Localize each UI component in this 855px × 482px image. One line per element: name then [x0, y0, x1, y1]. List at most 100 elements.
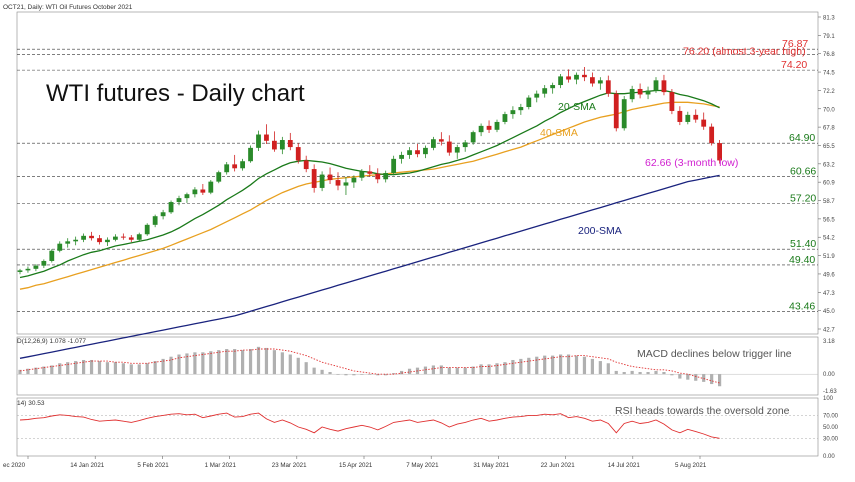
macd-histogram-bar [26, 368, 30, 375]
date-tick-label: ec 2020 [3, 462, 26, 469]
macd-histogram-bar [193, 352, 197, 375]
macd-histogram-bar [622, 372, 626, 375]
candle-body [621, 99, 627, 129]
macd-histogram-bar [606, 363, 610, 375]
level-label: 76.87 [782, 38, 808, 50]
candle-body [176, 198, 182, 203]
price-tick-label: 45.0 [823, 309, 835, 315]
candle-body [510, 110, 516, 115]
sma40-label: 40-SMA [540, 127, 578, 139]
rsi-header: 14) 30.53 [17, 400, 45, 407]
chart-title: WTI futures - Daily chart [46, 80, 305, 107]
candle-body [637, 88, 643, 95]
macd-histogram-bar [42, 366, 46, 375]
candle-body [200, 189, 206, 193]
candle-body [184, 194, 190, 199]
candle-body [17, 270, 23, 272]
date-tick-label: 5 Feb 2021 [137, 462, 169, 469]
level-label: 60.66 [790, 165, 816, 177]
price-tick-label: 54.2 [823, 236, 835, 242]
macd-histogram-bar [495, 363, 499, 375]
price-tick-label: 49.6 [823, 272, 835, 278]
candle-body [494, 121, 500, 130]
macd-histogram-bar [360, 374, 364, 375]
macd-histogram-bar [185, 353, 189, 375]
macd-histogram-bar [145, 363, 149, 375]
macd-histogram-bar [423, 366, 428, 375]
macd-histogram-bar [209, 351, 213, 375]
macd-histogram-bar [535, 356, 539, 375]
macd-histogram-bar [89, 359, 94, 375]
candle-body [478, 125, 484, 133]
macd-histogram-bar [50, 365, 54, 375]
candle-body [65, 241, 71, 244]
macd-histogram-bar [344, 374, 348, 376]
candle-body [192, 189, 198, 195]
date-tick-label: 14 Jul 2021 [608, 462, 641, 469]
candle-body [128, 237, 134, 240]
candle-body [423, 147, 428, 155]
macd-panel: 3.18 0.00 -1.63 [17, 339, 837, 395]
rsi-note: RSI heads towards the oversold zone [615, 405, 790, 417]
macd-histogram-bar [439, 365, 443, 375]
macd-histogram-bar [225, 349, 229, 375]
candle-body [542, 88, 548, 94]
macd-signal-line [19, 348, 720, 384]
candle-body [383, 173, 389, 180]
macd-histogram-bar [519, 358, 523, 375]
candle-body [120, 236, 126, 238]
candle-body [645, 90, 651, 95]
candle-body [605, 80, 611, 94]
macd-histogram-bar [137, 364, 141, 375]
date-tick-label: 23 Mar 2021 [272, 462, 307, 469]
macd-histogram-bar [574, 355, 579, 375]
candle-body [295, 147, 301, 161]
price-tick-label: 51.9 [823, 254, 835, 260]
macd-histogram-bar [34, 367, 38, 375]
candle-body [303, 160, 309, 170]
candle-body [486, 125, 492, 130]
sma200-line [19, 174, 720, 359]
rsi-tick-label: 50.00 [823, 425, 839, 431]
macd-histogram-bar [97, 361, 102, 375]
macd-histogram-bar [74, 361, 78, 375]
macd-histogram-bar [638, 372, 642, 375]
candle-body [629, 88, 635, 100]
macd-histogram-bar [590, 358, 594, 375]
macd-histogram-bar [328, 372, 332, 375]
date-tick-label: 31 May 2021 [473, 462, 509, 469]
candle-body [701, 119, 707, 127]
candle-body [470, 132, 476, 143]
candle-body [534, 93, 540, 98]
macd-histogram-bar [296, 357, 300, 375]
candle-body [446, 141, 452, 153]
macd-header: D(12,26,9) 1.078 -1.077 [17, 338, 86, 345]
axes: 81.3 79.1 76.8 74.5 72.2 70.0 67.8 65.5 63.2 60.9… [3, 16, 835, 470]
candle-body [661, 80, 667, 93]
macd-histogram-bar [471, 366, 475, 375]
macd-histogram-bar [233, 349, 237, 375]
candle-body [613, 93, 619, 129]
macd-histogram-bar [710, 374, 714, 385]
candle-body [566, 76, 571, 80]
macd-histogram-bar [527, 357, 531, 375]
macd-histogram-bar [511, 359, 515, 375]
macd-histogram-bar [630, 370, 634, 375]
candle-body [582, 74, 587, 78]
macd-histogram-bar [264, 347, 269, 375]
macd-histogram-bar [543, 355, 547, 375]
candle-body [224, 164, 230, 173]
macd-histogram-bar [217, 350, 221, 375]
macd-histogram-bar [463, 367, 467, 375]
candle-body [407, 150, 412, 155]
macd-histogram-bar [678, 374, 682, 379]
candle-body [81, 235, 86, 240]
macd-tick-label: 3.18 [823, 339, 835, 345]
rsi-tick-label: 100 [823, 396, 834, 402]
level-label: 76.20 (almost 3-year high) [683, 45, 806, 57]
macd-histogram-bar [352, 374, 356, 376]
candle-body [105, 239, 110, 243]
candle-body [41, 260, 47, 266]
macd-histogram-bar [487, 364, 491, 375]
macd-histogram-bar [582, 356, 587, 375]
